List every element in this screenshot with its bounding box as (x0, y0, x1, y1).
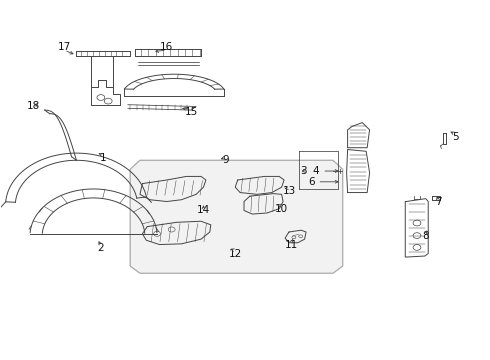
Text: 4: 4 (313, 166, 319, 176)
Text: 1: 1 (100, 153, 107, 163)
Text: 10: 10 (275, 204, 288, 214)
Text: 13: 13 (282, 186, 295, 196)
Text: 18: 18 (27, 102, 41, 112)
Text: 15: 15 (185, 107, 198, 117)
Text: 14: 14 (197, 206, 210, 216)
Text: 17: 17 (58, 42, 71, 52)
Text: 2: 2 (98, 243, 104, 253)
Text: 7: 7 (435, 197, 441, 207)
Text: 9: 9 (222, 155, 229, 165)
Text: 16: 16 (160, 42, 173, 52)
Text: 5: 5 (452, 132, 459, 142)
Text: 3: 3 (300, 166, 307, 176)
Text: 11: 11 (285, 239, 298, 249)
Text: 6: 6 (308, 177, 315, 187)
Text: 12: 12 (229, 248, 242, 258)
Polygon shape (130, 160, 343, 273)
Text: 8: 8 (422, 231, 429, 240)
